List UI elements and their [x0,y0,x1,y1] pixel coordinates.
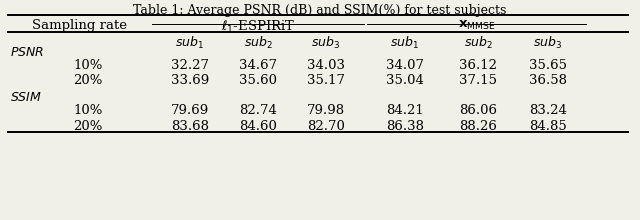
Text: $sub_2$: $sub_2$ [463,35,493,51]
Text: 34.07: 34.07 [386,59,424,72]
Text: 34.67: 34.67 [239,59,277,72]
Text: Table 1: Average PSNR (dB) and SSIM(%) for test subjects: Table 1: Average PSNR (dB) and SSIM(%) f… [133,4,507,17]
Text: 83.24: 83.24 [529,104,567,117]
Text: $SSIM$: $SSIM$ [10,91,42,104]
Text: $sub_1$: $sub_1$ [175,35,205,51]
Text: 82.70: 82.70 [307,120,345,133]
Text: 34.03: 34.03 [307,59,345,72]
Text: 35.17: 35.17 [307,74,345,87]
Text: 79.69: 79.69 [171,104,209,117]
Text: 79.98: 79.98 [307,104,345,117]
Text: 20%: 20% [74,74,102,87]
Text: 86.38: 86.38 [386,120,424,133]
Text: 35.04: 35.04 [386,74,424,87]
Text: $\ell_1$-ESPIRiT: $\ell_1$-ESPIRiT [221,19,295,35]
Text: 84.21: 84.21 [386,104,424,117]
Text: 10%: 10% [74,104,102,117]
Text: 35.60: 35.60 [239,74,277,87]
Text: 84.85: 84.85 [529,120,567,133]
Text: 10%: 10% [74,59,102,72]
Text: $sub_1$: $sub_1$ [390,35,420,51]
Text: $\mathbf{x}_{\mathrm{MMSE}}$: $\mathbf{x}_{\mathrm{MMSE}}$ [458,19,495,32]
Text: $sub_3$: $sub_3$ [312,35,340,51]
Text: 37.15: 37.15 [459,74,497,87]
Text: 83.68: 83.68 [171,120,209,133]
Text: 86.06: 86.06 [459,104,497,117]
Text: $PSNR$: $PSNR$ [10,46,44,59]
Text: 84.60: 84.60 [239,120,277,133]
Text: Sampling rate: Sampling rate [32,19,127,32]
Text: 35.65: 35.65 [529,59,567,72]
Text: 33.69: 33.69 [171,74,209,87]
Text: 88.26: 88.26 [459,120,497,133]
Text: 32.27: 32.27 [171,59,209,72]
Text: 36.58: 36.58 [529,74,567,87]
Text: $sub_3$: $sub_3$ [533,35,563,51]
Text: 20%: 20% [74,120,102,133]
Text: 36.12: 36.12 [459,59,497,72]
Text: 82.74: 82.74 [239,104,277,117]
Text: $sub_2$: $sub_2$ [243,35,273,51]
